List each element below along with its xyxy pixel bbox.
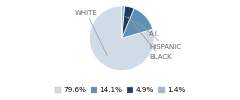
Wedge shape [90, 6, 154, 70]
Wedge shape [122, 6, 134, 38]
Text: BLACK: BLACK [128, 17, 172, 60]
Text: HISPANIC: HISPANIC [140, 24, 181, 50]
Wedge shape [122, 8, 153, 38]
Text: WHITE: WHITE [75, 10, 107, 56]
Text: A.I.: A.I. [124, 16, 160, 37]
Legend: 79.6%, 14.1%, 4.9%, 1.4%: 79.6%, 14.1%, 4.9%, 1.4% [52, 84, 188, 96]
Wedge shape [122, 6, 125, 38]
